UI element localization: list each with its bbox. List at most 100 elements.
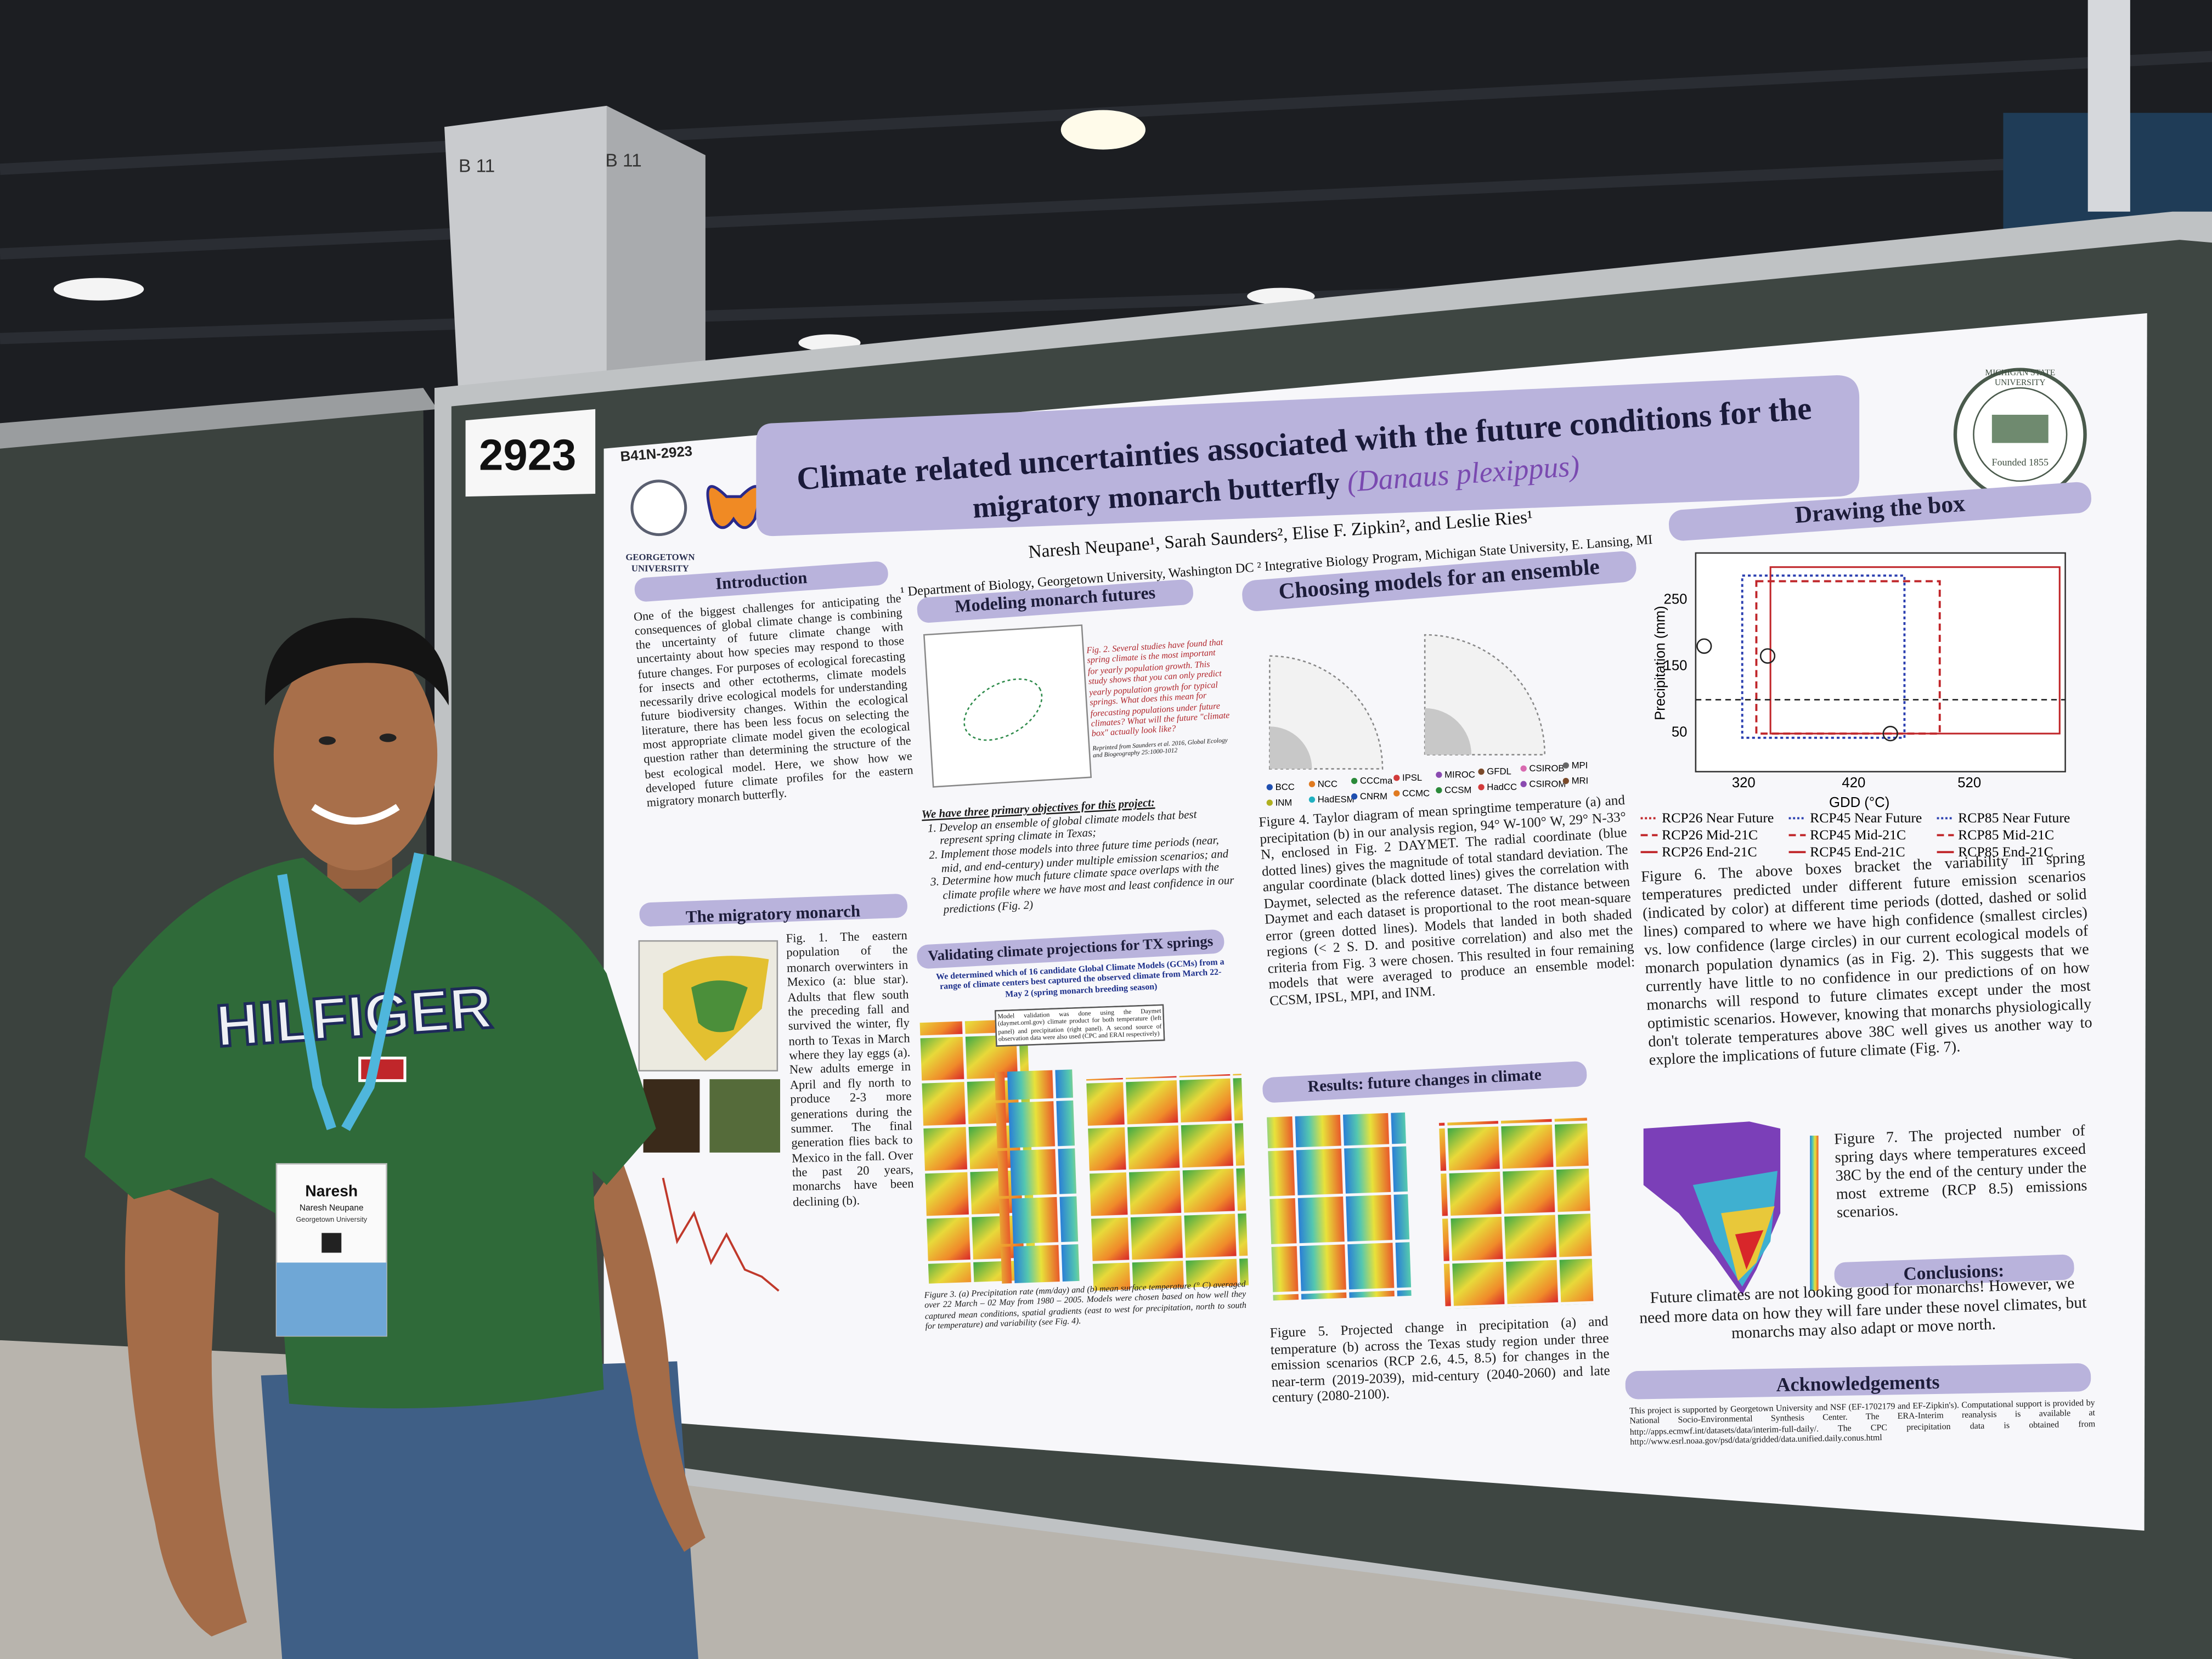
- model-name: HadESM: [1318, 794, 1355, 805]
- text-block: Figure 3. (a) Precipitation rate (mm/day…: [924, 1279, 1246, 1331]
- model-legend: BCC NCC CCCma IPSL MIROC GFDL CSIROB MPI INM HadE…: [1266, 760, 1589, 808]
- confidence-circle: [1882, 726, 1898, 742]
- model-marker: [1266, 784, 1273, 791]
- shirt: [84, 853, 656, 1409]
- drawing-section: Drawing the box: [1668, 482, 2091, 541]
- model-marker: [1562, 777, 1569, 785]
- y-tick-label: 250: [1664, 592, 1688, 607]
- jeans: [261, 1361, 698, 1659]
- fig3-maps: [1086, 1074, 1249, 1291]
- model-marker: [1478, 784, 1485, 791]
- text-block: One of the biggest challenges for antici…: [633, 591, 913, 809]
- model-name: CCSM: [1444, 785, 1471, 795]
- legend-label: RCP85 Mid-21C: [1958, 827, 2054, 843]
- y-tick-label: 50: [1672, 724, 1688, 740]
- intro-section: Introduction One of the biggest challeng…: [633, 561, 913, 809]
- model-marker: [1393, 790, 1400, 797]
- section-heading-bg: [634, 561, 888, 602]
- taylor-shade: [1425, 708, 1471, 755]
- panel-frame: [0, 388, 438, 449]
- legend-label: RCP26 Near Future: [1662, 810, 1774, 826]
- fig2-plot: [923, 624, 1092, 788]
- badge-full-name: Naresh Neupane: [300, 1203, 363, 1212]
- booth-number: 2923: [479, 430, 576, 479]
- fig5-maps: [1438, 1118, 1594, 1310]
- model-marker: [1351, 777, 1358, 785]
- pillar-side: [606, 105, 706, 390]
- fig3-maps: [994, 1069, 1080, 1284]
- fig6-caption: Figure 6. The above boxes bracket the va…: [1640, 849, 2093, 1069]
- legend-label: RCP45 End-21C: [1810, 844, 1905, 860]
- model-name: BCC: [1276, 782, 1295, 792]
- section-heading: Conclusions:: [1903, 1260, 2005, 1284]
- smile: [311, 804, 400, 825]
- section-heading-bg: [1668, 482, 2091, 541]
- model-marker: [1266, 799, 1273, 806]
- fig4-caption: Figure 4. Taylor diagram of mean springt…: [1258, 793, 1635, 1010]
- model-marker: [1308, 781, 1316, 787]
- pillar-sign: B 11: [459, 156, 495, 177]
- climate-box: [1755, 580, 1941, 735]
- model-marker: [1562, 762, 1569, 769]
- eye: [319, 736, 336, 745]
- fig5-maps: [1267, 1112, 1412, 1301]
- fig7-caption: Figure 7. The projected number of spring…: [1833, 1122, 2087, 1222]
- x-tick-label: 420: [1842, 775, 1865, 791]
- truss: [2087, 0, 2130, 212]
- section-heading: Acknowledgements: [1776, 1371, 1940, 1396]
- text-block: Figure 4. Taylor diagram of mean springt…: [1258, 793, 1635, 1010]
- section-heading-bg: [1625, 1363, 2091, 1400]
- model-marker: [1478, 768, 1485, 775]
- badge-organization: Georgetown University: [296, 1215, 367, 1223]
- x-tick-label: 520: [1957, 775, 1981, 791]
- model-name: MIROC: [1444, 769, 1475, 780]
- msu-seal-ring: [1973, 387, 2068, 482]
- x-axis-label: GDD (°C): [1829, 795, 1889, 810]
- legend-label: RCP85 End-21C: [1958, 844, 2053, 860]
- objectives-list: Develop an ensemble of global climate mo…: [922, 805, 1239, 917]
- badge-footer: [276, 1262, 387, 1336]
- box-legend: RCP26 Near Future RCP45 Near Future RCP85 …: [1640, 810, 2070, 860]
- text-block: Fig. 2. Several studies have found that …: [1086, 638, 1230, 759]
- booth-sign: [465, 409, 596, 497]
- text-block: This project is supported by Georgetown …: [1629, 1398, 2095, 1447]
- text-block: Figure 6. The above boxes bracket the va…: [1640, 849, 2093, 1069]
- model-marker: [1436, 787, 1442, 794]
- model-name: IPSL: [1402, 772, 1422, 783]
- model-name: CSIROM: [1529, 778, 1566, 789]
- model-marker: [1393, 775, 1400, 781]
- ceiling-light: [1060, 110, 1146, 150]
- section-heading-bg: [1262, 1061, 1587, 1103]
- logo-caption: MICHIGAN STATE UNIVERSITY: [1985, 369, 2056, 388]
- ceiling-light: [53, 278, 144, 301]
- fig7-map-band: [1735, 1230, 1764, 1270]
- legend-label: RCP26 Mid-21C: [1662, 827, 1758, 843]
- confidence-circle: [1759, 648, 1776, 664]
- title-banner: [756, 375, 1860, 537]
- model-name: CCCma: [1360, 776, 1393, 786]
- section-heading-bg: [917, 929, 1224, 969]
- logo-founded: Founded 1855: [1992, 457, 2049, 468]
- model-marker: [1520, 781, 1527, 787]
- model-name: MPI: [1572, 760, 1588, 770]
- fig7-colorbar: [1810, 1136, 1819, 1291]
- face: [273, 639, 438, 871]
- logo-caption: MICHIGAN STATE UNIVERSITY: [1985, 369, 2056, 388]
- legend-label: RCP85 Near Future: [1958, 810, 2070, 826]
- model-marker: [1351, 793, 1358, 800]
- model-name: MRI: [1572, 776, 1589, 786]
- fig1-decline-line: [662, 1177, 780, 1292]
- fig1-photo: [709, 1079, 780, 1153]
- person: HILFIGER Naresh Naresh Neupane Georgetow…: [84, 618, 706, 1659]
- fig1-caption: Fig. 1. The eastern population of the mo…: [786, 928, 914, 1209]
- text-block: Figure 7. The projected number of spring…: [1833, 1122, 2087, 1222]
- taylor-shade: [1269, 726, 1312, 769]
- model-name: INM: [1276, 797, 1293, 808]
- legend-label: RCP45 Mid-21C: [1810, 827, 1906, 843]
- text-block: Future climates are not looking good for…: [1639, 1276, 2087, 1342]
- model-marker: [1436, 771, 1442, 778]
- georgetown-seal: [630, 479, 687, 537]
- section-heading-bg: [1242, 551, 1637, 611]
- model-marker: [1308, 796, 1316, 803]
